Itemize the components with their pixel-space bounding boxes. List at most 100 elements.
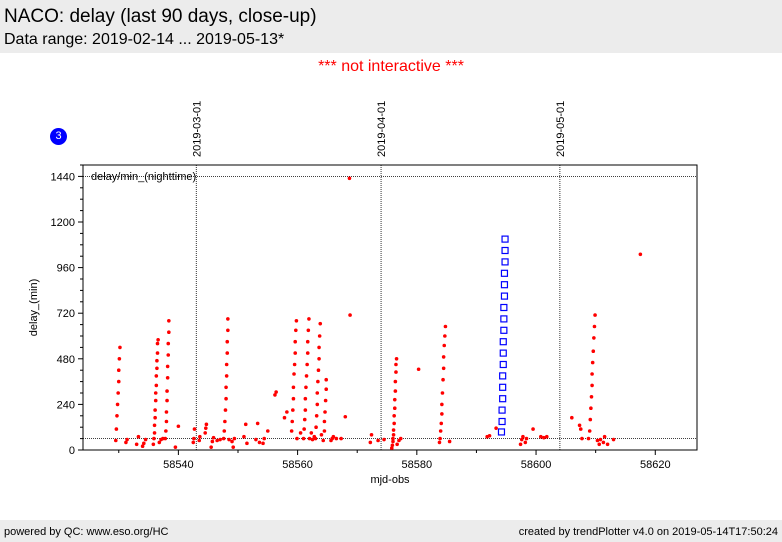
data-point [198, 434, 202, 439]
data-point [416, 367, 421, 372]
data-point-square [500, 292, 509, 300]
data-point [165, 376, 170, 380]
data-point [391, 428, 396, 432]
data-point [117, 357, 122, 361]
data-point [152, 431, 157, 435]
data-point [164, 429, 168, 433]
data-point [441, 377, 445, 382]
y-tick-label: 480 [57, 354, 75, 366]
data-point [398, 436, 403, 441]
data-point [523, 440, 528, 445]
data-point [382, 437, 386, 442]
data-point [176, 424, 181, 429]
data-point [440, 412, 444, 416]
data-point [292, 362, 297, 367]
data-point [391, 436, 395, 441]
data-point [303, 396, 308, 401]
data-point [166, 353, 171, 357]
data-point [587, 429, 592, 433]
data-point [597, 442, 602, 447]
data-point [222, 429, 227, 433]
data-point [204, 422, 209, 427]
data-point [151, 442, 156, 447]
data-point [304, 374, 309, 378]
footer-powered-by: powered by QC: www.eso.org/HC [4, 526, 169, 538]
data-point-square [499, 360, 507, 369]
data-point [392, 421, 396, 426]
data-point [295, 436, 299, 441]
data-point [309, 431, 314, 435]
data-point [303, 408, 308, 412]
data-point [302, 417, 307, 422]
data-point [590, 372, 594, 376]
data-point [331, 434, 336, 439]
data-point [440, 391, 445, 395]
data-point [292, 372, 296, 376]
data-point [589, 395, 594, 399]
data-point [316, 379, 320, 384]
data-point [224, 374, 229, 378]
x-tick-label: 58620 [640, 459, 671, 471]
data-point [638, 252, 643, 257]
plot-label: delay/min_(nighttime) [91, 171, 196, 183]
data-point [443, 324, 448, 329]
data-point [116, 379, 121, 384]
data-point [224, 362, 229, 367]
data-point [143, 437, 148, 442]
data-point [393, 389, 398, 393]
data-point [589, 406, 593, 411]
data-point-square [500, 269, 509, 277]
data-point [598, 437, 603, 442]
data-point [334, 436, 339, 441]
data-point [165, 389, 169, 393]
data-point-square [500, 281, 509, 289]
data-point [290, 419, 295, 424]
data-point [539, 434, 543, 439]
data-point [592, 336, 596, 340]
data-point [595, 438, 600, 443]
data-point [273, 393, 277, 397]
page-title: NACO: delay (last 90 days, close-up) [4, 6, 317, 27]
data-point [282, 415, 287, 420]
data-range-subtitle: Data range: 2019-02-14 ... 2019-05-13* [4, 31, 285, 48]
y-tick-label: 0 [69, 445, 75, 457]
data-point [393, 379, 398, 384]
data-point [152, 423, 157, 428]
data-point [153, 408, 157, 412]
data-point [580, 436, 584, 441]
data-point [142, 441, 146, 446]
data-point [343, 414, 348, 419]
x-tick-label: 58580 [402, 459, 433, 471]
data-point [254, 437, 258, 442]
data-point [318, 321, 323, 326]
data-point [317, 345, 321, 350]
data-point [302, 427, 306, 431]
data-point [494, 426, 498, 430]
y-tick-label: 1200 [51, 217, 75, 229]
data-point-square [498, 417, 506, 426]
data-point [265, 429, 270, 433]
data-point [324, 377, 329, 382]
data-point [593, 313, 597, 317]
data-point [218, 437, 222, 442]
data-point [321, 438, 326, 443]
data-point [243, 422, 248, 427]
number-badge-icon: 3 [50, 128, 67, 145]
data-point [317, 334, 322, 338]
data-point [226, 328, 230, 333]
data-point [225, 351, 230, 355]
data-point [231, 445, 236, 449]
data-point [314, 414, 319, 418]
data-point [167, 319, 171, 323]
date-marker-label: 2019-03-01 [191, 101, 203, 157]
data-point [227, 437, 231, 442]
data-point [164, 419, 169, 424]
not-interactive-notice: *** not interactive *** [318, 58, 464, 75]
data-point [289, 429, 294, 433]
data-point [113, 438, 118, 443]
data-point [232, 436, 237, 441]
data-point [203, 431, 208, 435]
data-point [114, 427, 119, 431]
data-point [602, 434, 607, 439]
